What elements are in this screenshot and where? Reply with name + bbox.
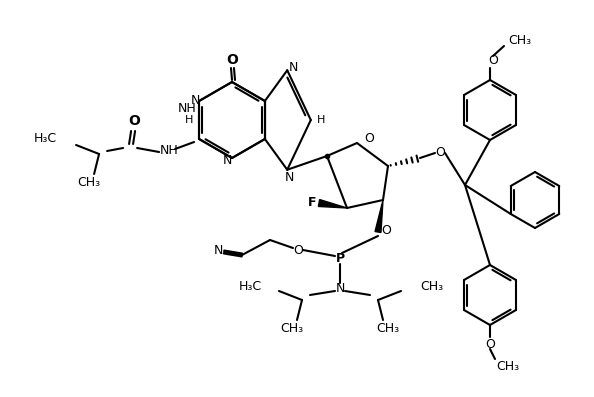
Text: H₃C: H₃C — [239, 279, 262, 293]
Text: CH₃: CH₃ — [377, 322, 400, 335]
Text: O: O — [381, 224, 391, 237]
Text: O: O — [488, 54, 498, 67]
Text: O: O — [226, 53, 238, 67]
Text: H₃C: H₃C — [34, 133, 57, 145]
Text: O: O — [293, 243, 303, 256]
Polygon shape — [318, 200, 347, 208]
Text: P: P — [336, 252, 345, 264]
Text: NH: NH — [178, 102, 197, 116]
Text: CH₃: CH₃ — [280, 322, 304, 335]
Text: O: O — [485, 339, 495, 351]
Text: O: O — [364, 131, 374, 145]
Text: N: N — [335, 281, 345, 295]
Text: CH₃: CH₃ — [497, 360, 520, 374]
Text: N: N — [213, 243, 223, 256]
Text: N: N — [285, 171, 294, 184]
Text: N: N — [191, 94, 200, 106]
Text: F: F — [308, 197, 316, 210]
Text: H: H — [317, 115, 325, 125]
Text: CH₃: CH₃ — [420, 279, 443, 293]
Text: CH₃: CH₃ — [508, 33, 532, 46]
Text: N: N — [289, 61, 298, 74]
Text: N: N — [222, 154, 232, 166]
Text: CH₃: CH₃ — [78, 175, 100, 189]
Text: NH: NH — [160, 145, 178, 158]
Polygon shape — [375, 200, 383, 233]
Text: H: H — [185, 115, 193, 125]
Text: O: O — [435, 146, 445, 160]
Text: O: O — [128, 114, 140, 128]
